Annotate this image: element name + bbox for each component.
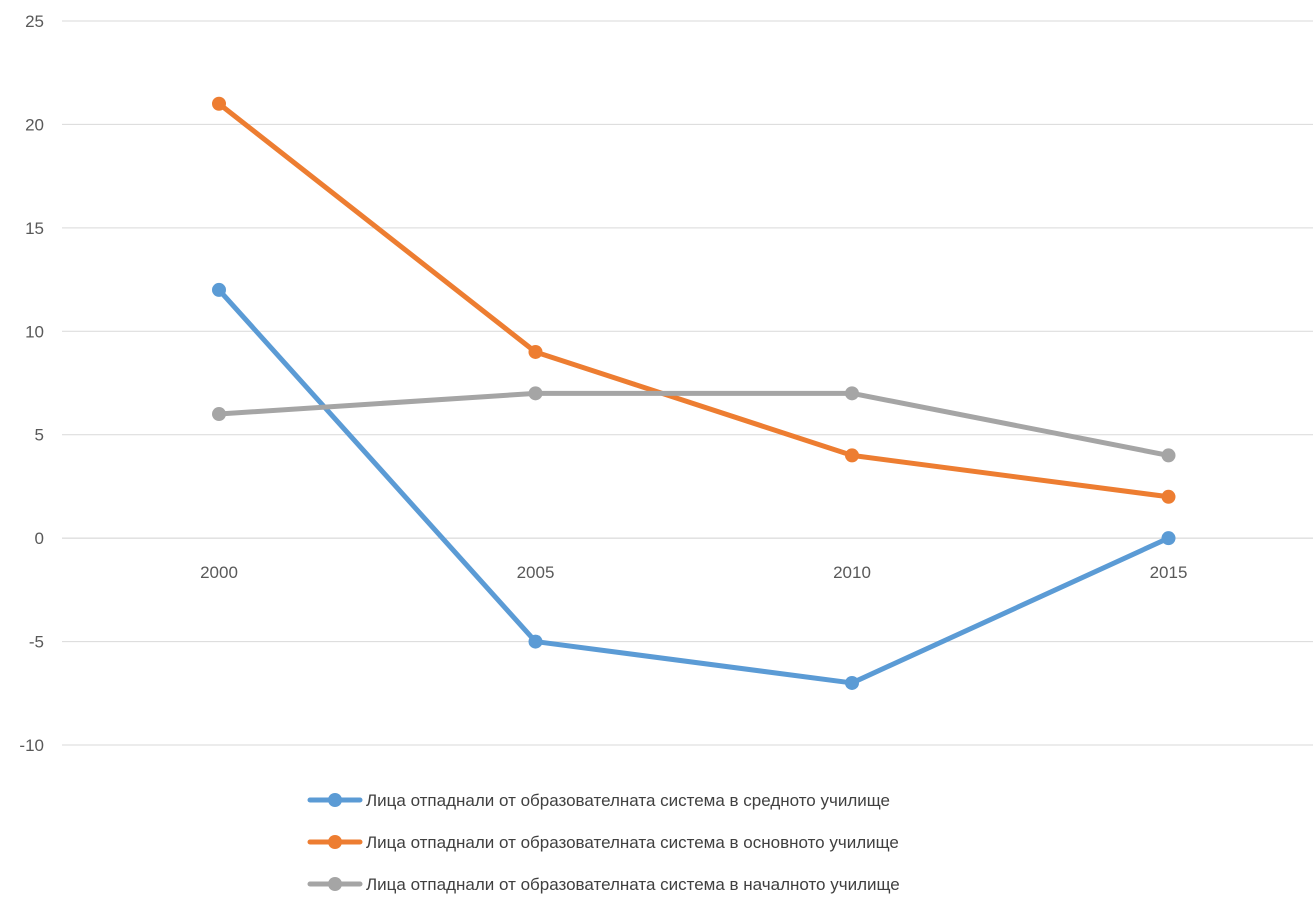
- legend-label: Лица отпаднали от образователната систем…: [366, 833, 899, 852]
- data-point: [212, 282, 226, 297]
- data-point: [845, 386, 859, 401]
- legend-marker: [328, 877, 342, 891]
- data-point: [1161, 448, 1176, 463]
- y-tick-label: 10: [25, 322, 44, 341]
- data-point: [1161, 489, 1176, 504]
- data-point: [212, 96, 226, 111]
- data-point: [845, 448, 859, 463]
- data-point: [528, 344, 543, 359]
- legend-marker: [328, 835, 342, 849]
- y-tick-label: 20: [25, 115, 44, 134]
- data-point: [212, 407, 226, 422]
- x-tick-label: 2010: [833, 563, 871, 582]
- legend-label: Лица отпаднали от образователната систем…: [366, 791, 890, 810]
- y-tick-label: -5: [29, 633, 44, 652]
- legend-marker: [328, 793, 342, 807]
- x-tick-label: 2000: [200, 563, 238, 582]
- data-point: [528, 386, 543, 401]
- data-point: [845, 675, 859, 690]
- y-tick-label: 0: [35, 529, 44, 548]
- y-tick-label: 25: [25, 12, 44, 31]
- data-point: [1161, 531, 1176, 546]
- y-tick-label: 5: [35, 426, 44, 445]
- y-tick-label: 15: [25, 219, 44, 238]
- x-tick-label: 2005: [517, 563, 555, 582]
- series-line: [216, 287, 1171, 686]
- legend-label: Лица отпаднали от образователната систем…: [366, 875, 900, 894]
- x-tick-label: 2015: [1150, 563, 1188, 582]
- series-line: [216, 101, 1171, 500]
- y-tick-label: -10: [19, 736, 44, 755]
- series-line: [216, 390, 1171, 458]
- data-point: [528, 634, 543, 649]
